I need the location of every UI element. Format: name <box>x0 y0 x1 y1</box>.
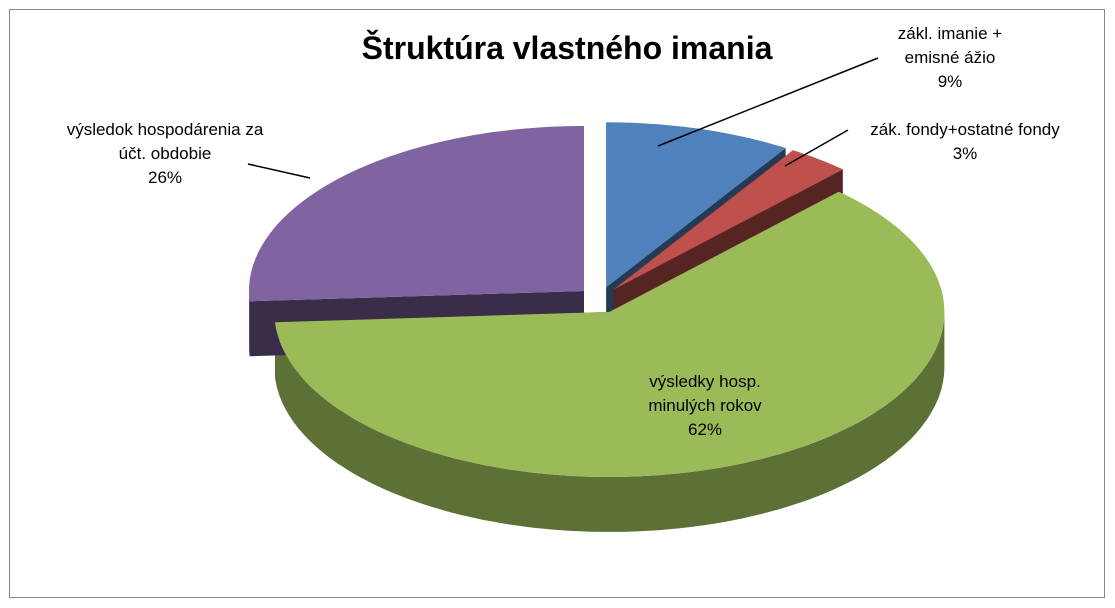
label-name: výsledok hospodárenia za účt. obdobie <box>66 120 264 163</box>
label-value: 26% <box>147 168 183 187</box>
slice <box>606 122 786 288</box>
slice-side <box>275 311 945 532</box>
chart-title: Štruktúra vlastného imania <box>361 30 773 66</box>
label-name: zák. fondy+ostatné fondy <box>870 120 1060 139</box>
data-label: výsledok hospodárenia za účt. obdobie 26… <box>65 118 265 190</box>
slice <box>275 191 945 477</box>
leader-line <box>247 163 311 179</box>
label-name: zákl. imanie + emisné ážio <box>897 24 1003 67</box>
slice <box>613 150 843 290</box>
label-value: 3% <box>952 144 978 163</box>
leader-line <box>784 129 849 167</box>
leader-line <box>657 57 879 147</box>
data-label: výsledky hosp. minulých rokov 62% <box>625 370 785 442</box>
slice <box>249 126 584 302</box>
data-label: zákl. imanie + emisné ážio 9% <box>875 22 1025 94</box>
pie <box>249 122 945 532</box>
slice-side <box>249 291 250 357</box>
data-label: zák. fondy+ostatné fondy 3% <box>850 118 1080 166</box>
label-value: 62% <box>687 420 723 439</box>
label-name: výsledky hosp. minulých rokov <box>648 372 762 415</box>
label-value: 9% <box>937 72 963 91</box>
